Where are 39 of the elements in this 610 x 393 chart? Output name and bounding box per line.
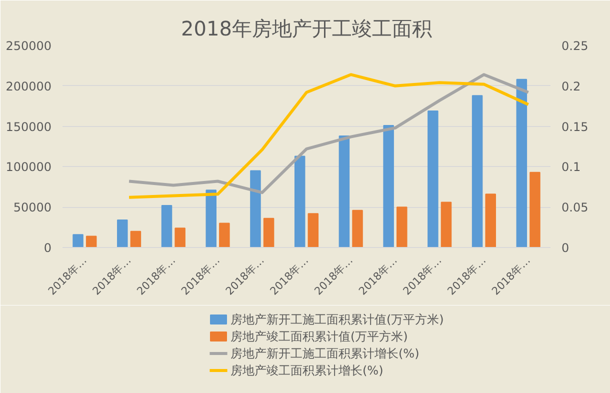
chart-title: 2018年房地产开工竣工面积 — [181, 16, 432, 40]
legend-label: 房地产新开工施工面积累计增长(%) — [230, 346, 420, 360]
legend-label: 房地产竣工面积累计值(万平方米) — [230, 330, 408, 344]
bar — [250, 170, 261, 248]
y2-tick-label: 0.05 — [562, 200, 588, 215]
y-tick-label: 0 — [44, 241, 52, 255]
bar — [308, 213, 319, 248]
bar — [161, 204, 172, 248]
legend-label: 房地产竣工面积累计增长(%) — [230, 364, 384, 378]
bar — [72, 234, 84, 248]
y2-tick-label: 0.15 — [562, 120, 588, 134]
bar — [206, 190, 216, 248]
y-tick-label: 150000 — [6, 120, 52, 134]
y-tick-label: 200000 — [6, 79, 52, 94]
y2-tick-label: 0.25 — [562, 39, 588, 53]
bar — [516, 78, 528, 248]
bar — [219, 222, 230, 248]
y2-tick-label: 0.2 — [562, 79, 581, 94]
legend-label: 房地产新开工施工面积累计值(万平方米) — [230, 312, 444, 326]
bar — [86, 236, 97, 248]
bar — [530, 172, 540, 248]
bar — [485, 194, 496, 248]
bar — [428, 110, 438, 248]
bar — [117, 220, 128, 248]
bar — [472, 95, 483, 248]
y-tick-label: 250000 — [6, 39, 52, 53]
bar — [396, 206, 408, 248]
y-tick-label: 100000 — [6, 160, 52, 174]
bar — [263, 218, 274, 248]
y-tick-label: 50000 — [13, 200, 52, 215]
bar — [174, 228, 186, 248]
y2-tick-label: 0.1 — [562, 160, 581, 174]
bar — [294, 156, 306, 248]
bar — [352, 210, 363, 248]
bar — [130, 230, 142, 248]
bar — [440, 202, 452, 248]
bar — [383, 124, 394, 248]
y2-tick-label: 0 — [562, 241, 570, 255]
bar — [338, 135, 350, 248]
